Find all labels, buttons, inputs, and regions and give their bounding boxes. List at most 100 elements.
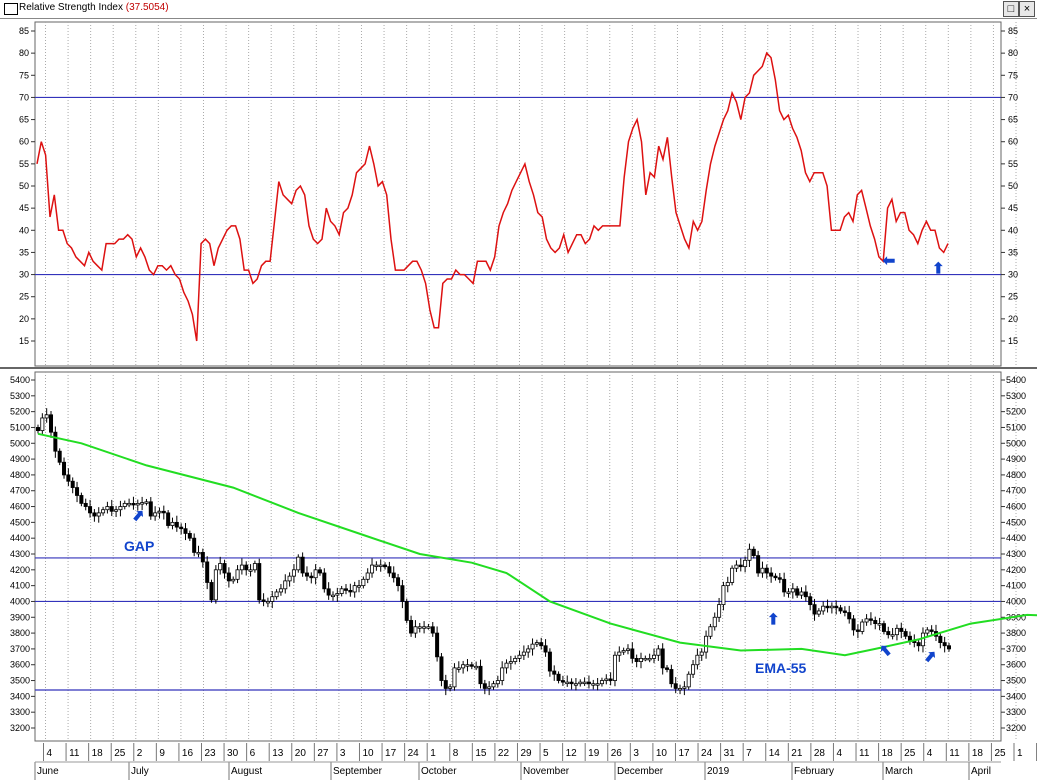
x-month-label: 2019 [707,766,730,777]
candle-body [75,487,80,496]
candle-body [265,601,270,604]
x-tick-day-label: 17 [678,748,690,759]
candle-body [244,564,249,571]
x-month-label: October [421,766,457,777]
price-y-tick-label: 3400 [1006,691,1026,701]
candle-body [330,594,335,598]
candle-body [101,509,106,514]
x-tick-day-label: 16 [182,748,194,759]
candle-body [278,588,283,593]
candle-body [222,563,227,574]
window-title: Relative Strength Index (37.5054) [19,2,169,13]
rsi-y-tick-label: 55 [19,159,29,169]
candle-body [665,667,670,670]
candle-body [634,658,639,662]
candle-body [886,631,891,636]
candle-body [547,651,552,672]
arrow-up-icon: ➡ [930,261,947,274]
candle-body [461,664,466,669]
rsi-y-tick-label: 70 [1008,92,1018,102]
candle-body [296,556,301,571]
candle-body [743,559,748,568]
candle-body [422,626,427,629]
candle-body [326,588,331,596]
ema-55-label: EMA-55 [755,660,807,676]
candle-body [873,620,878,624]
candle-body [777,577,782,580]
candle-body [370,564,375,574]
candle-body [40,417,45,432]
maximize-button[interactable]: □ [1003,1,1019,17]
candle-body [582,681,587,685]
candle-body [847,612,852,620]
candle-body [513,658,518,662]
candle-body [738,564,743,568]
candle-body [816,610,821,615]
candle-body [88,506,93,514]
candle-body [231,578,236,582]
candle-body [274,591,279,598]
candle-body [387,566,392,574]
rsi-line [36,51,949,342]
x-month-label: February [794,766,834,777]
candle-body [868,618,873,621]
x-tick-day-label: 8 [453,748,459,759]
candle-body [192,537,197,553]
candle-body [309,575,314,579]
candle-body [877,623,882,626]
price-y-tick-label: 3300 [1006,707,1026,717]
rsi-y-tick-label: 80 [1008,48,1018,58]
candle-body [218,563,223,571]
candle-body [348,589,353,593]
rsi-y-tick-label: 35 [1008,247,1018,257]
candle-body [357,585,362,588]
x-tick-day-label: 2 [137,748,143,759]
candle-body [239,564,244,571]
candle-body [196,552,201,555]
x-tick-day-label: 23 [204,748,216,759]
candle-body [283,580,288,590]
window-title-label: Relative Strength Index [19,2,123,13]
price-y-tick-label: 4900 [1006,454,1026,464]
rsi-y-tick-label: 35 [19,247,29,257]
price-y-tick-label: 5400 [1006,375,1026,385]
x-tick-day-label: 11 [949,748,960,759]
candle-body [213,569,218,601]
price-y-tick-label: 4800 [10,470,30,480]
candle-body [799,591,804,596]
candle-body [599,680,604,685]
candle-body [573,683,578,686]
rsi-y-tick-label: 15 [19,336,29,346]
price-y-tick-label: 3500 [10,676,30,686]
candle-body [621,650,626,653]
candle-body [317,569,322,574]
price-y-tick-label: 3700 [1006,644,1026,654]
rsi-y-tick-label: 55 [1008,159,1018,169]
close-button[interactable]: × [1019,1,1035,17]
price-y-tick-label: 5000 [1006,438,1026,448]
candle-body [747,548,752,561]
price-y-tick-label: 5200 [1006,407,1026,417]
candle-body [109,506,114,512]
candle-body [352,585,357,593]
rsi-y-tick-label: 50 [1008,181,1018,191]
rsi-y-tick-label: 40 [1008,225,1018,235]
x-month-label: July [131,766,149,777]
candle-body [36,427,41,432]
candle-body [291,569,296,577]
candle-body [118,506,123,511]
candle-body [543,645,548,653]
x-tick-day-label: 4 [927,748,933,759]
candle-body [257,563,262,601]
candle-body [894,627,899,636]
candle-body [335,593,340,596]
price-y-tick-label: 3200 [1006,723,1026,733]
x-month-label: December [617,766,664,777]
candle-body [435,632,440,658]
price-y-tick-label: 5000 [10,438,30,448]
candle-body [751,548,756,556]
x-month-label: November [523,766,570,777]
x-tick-day-label: 7 [746,748,752,759]
candle-body [552,670,557,675]
price-y-tick-label: 3800 [1006,628,1026,638]
